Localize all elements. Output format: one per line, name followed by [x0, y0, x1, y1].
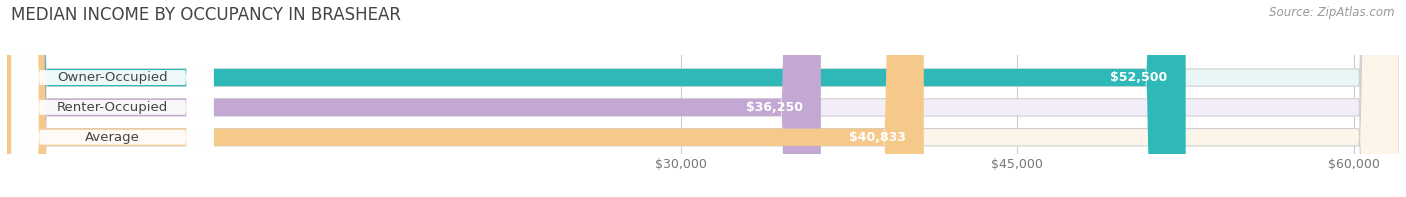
Text: Source: ZipAtlas.com: Source: ZipAtlas.com: [1270, 6, 1395, 19]
FancyBboxPatch shape: [7, 0, 924, 197]
Text: Average: Average: [86, 131, 141, 144]
FancyBboxPatch shape: [7, 0, 1399, 197]
Text: $36,250: $36,250: [747, 101, 803, 114]
Text: $40,833: $40,833: [849, 131, 905, 144]
FancyBboxPatch shape: [11, 0, 214, 197]
Text: Owner-Occupied: Owner-Occupied: [58, 71, 167, 84]
Text: $52,500: $52,500: [1111, 71, 1168, 84]
FancyBboxPatch shape: [7, 0, 1399, 197]
FancyBboxPatch shape: [7, 0, 821, 197]
Text: MEDIAN INCOME BY OCCUPANCY IN BRASHEAR: MEDIAN INCOME BY OCCUPANCY IN BRASHEAR: [11, 6, 401, 24]
FancyBboxPatch shape: [7, 0, 1185, 197]
FancyBboxPatch shape: [11, 0, 214, 197]
Text: Renter-Occupied: Renter-Occupied: [56, 101, 169, 114]
FancyBboxPatch shape: [11, 0, 214, 197]
FancyBboxPatch shape: [7, 0, 1399, 197]
